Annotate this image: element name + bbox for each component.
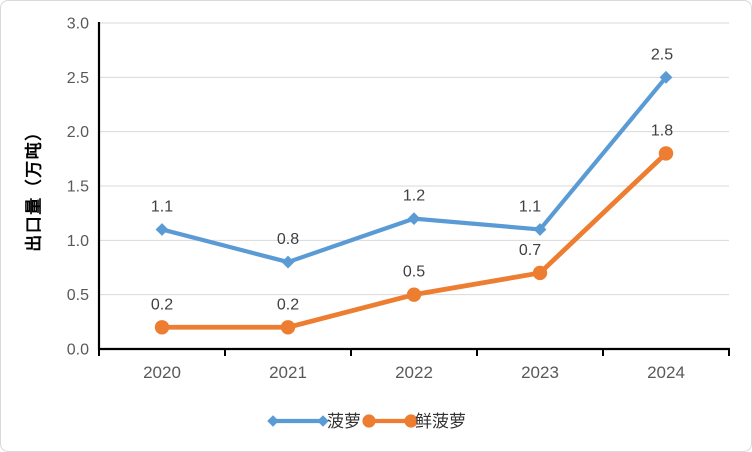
data-point-marker: [155, 223, 169, 236]
data-point-label: 0.2: [151, 296, 173, 313]
data-point-label: 0.2: [277, 296, 299, 313]
legend-diamond-icon: [267, 415, 279, 427]
data-point-marker: [658, 146, 674, 161]
y-tick-label: 1.0: [67, 233, 89, 250]
data-point-marker: [659, 70, 673, 84]
data-point-marker: [407, 212, 421, 225]
y-tick-label: 2.0: [67, 124, 89, 141]
legend-item: 菠萝: [267, 412, 361, 431]
legend: 菠萝 鲜菠萝: [267, 412, 466, 431]
x-tick-label: 2024: [647, 363, 685, 382]
data-point-label: 2.5: [651, 46, 673, 63]
y-tick-label: 2.5: [67, 70, 89, 87]
data-point-marker: [406, 287, 422, 302]
legend-label: 鲜菠萝: [415, 412, 466, 431]
x-tick-label: 2023: [521, 363, 559, 382]
data-point-marker: [281, 255, 295, 269]
data-point-label: 1.2: [403, 188, 425, 205]
data-point-marker: [154, 320, 170, 335]
y-tick-label: 3.0: [67, 16, 89, 33]
data-point-marker: [533, 223, 547, 236]
data-point-label: 0.7: [519, 242, 541, 259]
x-tick-label: 2022: [395, 363, 433, 382]
data-point-marker: [532, 265, 548, 281]
legend-label: 菠萝: [327, 412, 361, 431]
data-point-label: 1.8: [651, 122, 673, 139]
legend-item: 鲜菠萝: [362, 412, 466, 431]
data-point-label: 1.1: [151, 198, 173, 215]
legend-circle-icon: [404, 414, 418, 428]
series-line: [161, 75, 668, 265]
y-tick-label: 0.0: [67, 342, 89, 359]
y-tick-label: 1.5: [67, 179, 89, 196]
data-point-label: 0.5: [403, 264, 425, 281]
data-point-marker: [280, 320, 296, 335]
legend-diamond-icon: [317, 415, 329, 427]
x-tick-label: 2020: [143, 363, 181, 382]
x-tick-label: 2021: [269, 363, 307, 382]
y-tick-label: 0.5: [67, 287, 89, 304]
data-point-label: 0.8: [277, 231, 299, 248]
legend-circle-icon: [362, 414, 376, 428]
data-point-label: 1.1: [519, 198, 541, 215]
